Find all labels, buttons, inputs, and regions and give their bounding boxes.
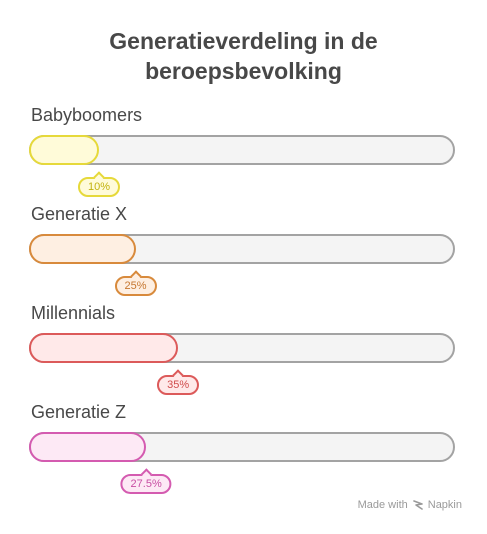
value-label-text: 10% <box>87 181 111 193</box>
bar-fill <box>29 333 179 363</box>
bar-fill <box>29 234 136 264</box>
bar-row: Generatie Z 27.5% <box>0 401 487 501</box>
value-label: 25% <box>114 270 157 296</box>
bar-row: Babyboomers 10% <box>0 104 487 204</box>
chart-title-line-1: Generatieverdeling in de <box>109 28 378 54</box>
bar-row: Millennials 35% <box>0 302 487 402</box>
category-label: Generatie Z <box>31 402 127 422</box>
chart-title-line-2: beroepsbevolking <box>145 58 342 84</box>
napkin-logo-icon <box>412 500 423 510</box>
value-label-text: 25% <box>124 280 147 292</box>
value-label: 27.5% <box>120 468 172 494</box>
value-label-text: 35% <box>167 379 190 391</box>
bar-fill <box>29 432 147 462</box>
chart-title: Generatieverdeling in de beroepsbevolkin… <box>0 26 487 86</box>
category-label: Generatie X <box>31 204 128 224</box>
category-label: Babyboomers <box>31 105 143 125</box>
bar-row: Generatie X 25% <box>0 203 487 303</box>
bar-track <box>29 135 455 165</box>
napkin-brand-text: Napkin <box>427 499 462 511</box>
value-label-text: 27.5% <box>130 478 162 490</box>
value-label: 35% <box>157 369 200 395</box>
made-with-text: Made with <box>357 499 408 511</box>
bar-fill <box>29 135 99 165</box>
value-label: 10% <box>77 171 121 197</box>
category-label: Millennials <box>31 303 116 323</box>
footer-attribution: Made with Napkin <box>358 499 462 511</box>
